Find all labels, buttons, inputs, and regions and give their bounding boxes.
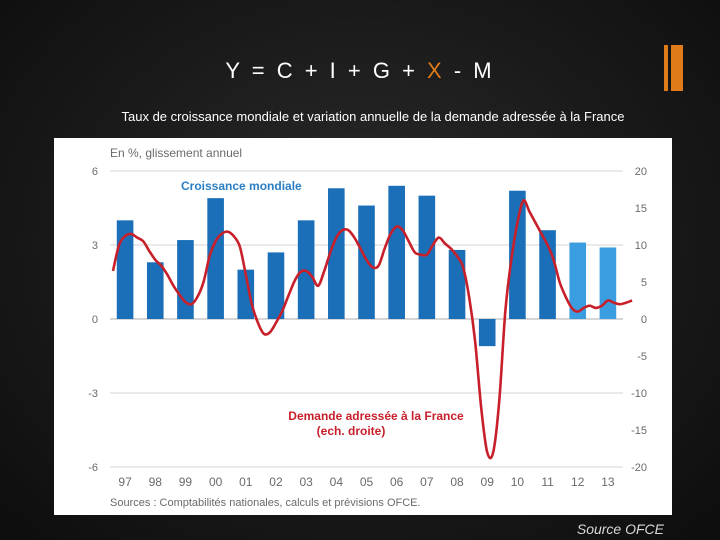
right-tick-label: -20 [631,462,647,474]
bar-croissance-12 [569,242,587,319]
bar-croissance-02 [267,252,285,319]
category-label-08: 08 [450,475,464,489]
category-label-00: 00 [209,475,223,489]
bar-croissance-07 [418,195,436,319]
croissance-label: Croissance mondiale [181,179,302,193]
bar-croissance-00 [207,198,224,319]
category-label-98: 98 [149,475,163,489]
chart-svg: 6 3 0 -3 -6 20 15 10 5 0 -5 -10 -15 -20 97 98 99 00 01 02 03… [88,146,647,509]
category-label-03: 03 [299,475,313,489]
right-tick-label: 0 [641,314,647,326]
bar-croissance-99 [177,240,194,319]
right-tick-label: 20 [635,166,647,178]
bar-croissance-13 [599,247,617,319]
left-tick-label: 0 [92,314,98,326]
right-tick-label: 5 [641,277,647,289]
bar-croissance-01 [237,269,255,319]
left-tick-label: 3 [92,240,98,252]
right-tick-label: 10 [635,240,647,252]
bar-croissance-09 [478,319,496,347]
category-label-01: 01 [239,475,253,489]
category-label-99: 99 [179,475,193,489]
category-label-02: 02 [269,475,283,489]
bar-croissance-97 [116,220,134,319]
category-label-11: 11 [541,475,554,489]
bar-croissance-10 [509,190,526,319]
demande-label-axis: (ech. droite) [317,424,386,438]
source-credit: Source OFCE [576,521,664,537]
category-label-97: 97 [118,475,132,489]
slide-title: Y = C + I + G + X - M [0,58,720,84]
unit-label: En %, glissement annuel [110,146,242,160]
title-prefix: Y = C + I + G + [225,58,428,83]
line-demande-adressee [111,199,633,460]
demande-label: Demande adressée à la France [288,409,464,423]
category-label-10: 10 [511,475,525,489]
bar-croissance-98 [146,262,164,319]
category-label-07: 07 [420,475,434,489]
chart-subtitle: Taux de croissance mondiale et variation… [121,109,625,124]
right-tick-label: -5 [637,351,647,363]
category-label-09: 09 [481,475,495,489]
accent-bar-thick [671,45,683,91]
category-label-13: 13 [601,475,615,489]
bar-croissance-08 [448,249,466,319]
source-note: Sources : Comptabilités nationales, calc… [110,497,421,509]
accent-bar-thin [664,45,668,91]
right-tick-label: 15 [635,203,647,215]
chart-panel: 6 3 0 -3 -6 20 15 10 5 0 -5 -10 -15 -20 97 98 99 00 01 02 03… [54,138,672,515]
category-label-04: 04 [330,475,344,489]
bar-croissance-04 [328,188,345,319]
right-tick-label: -10 [631,388,647,400]
right-tick-label: -15 [631,425,647,437]
left-tick-label: -6 [88,462,98,474]
category-label-06: 06 [390,475,404,489]
left-tick-label: -3 [88,388,98,400]
title-suffix: - M [444,58,495,83]
category-label-12: 12 [571,475,585,489]
bar-croissance-05 [358,205,375,319]
category-label-05: 05 [360,475,374,489]
title-accent: X [427,58,445,83]
bar-croissance-06 [388,185,405,319]
left-tick-label: 6 [92,166,98,178]
